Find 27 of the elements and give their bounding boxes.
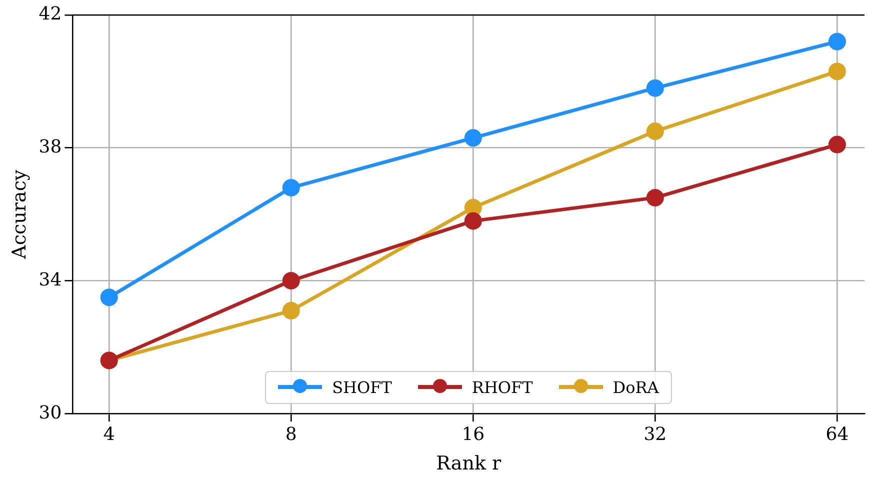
legend-label: RHOFT	[472, 378, 533, 397]
x-axis-title: Rank r	[436, 452, 502, 475]
point	[646, 188, 664, 206]
point	[282, 178, 300, 196]
y-tick-label: 30	[38, 402, 62, 424]
point	[828, 32, 846, 50]
legend-label: SHOFT	[332, 378, 392, 397]
point	[282, 272, 300, 290]
x-tick-label: 4	[103, 424, 115, 446]
x-tick-label: 64	[826, 424, 849, 446]
y-axis-title: Accuracy	[8, 170, 30, 260]
x-tick-label: 8	[285, 424, 297, 446]
point	[464, 198, 482, 216]
point	[646, 79, 664, 97]
point	[646, 122, 664, 140]
x-tick-label: 32	[644, 424, 667, 446]
y-tick-label: 34	[38, 269, 62, 290]
legend-label: DoRA	[612, 378, 659, 397]
y-tick-label: 38	[38, 136, 62, 158]
point	[464, 212, 482, 230]
point	[464, 129, 482, 147]
x-tick-label: 16	[462, 424, 485, 446]
point	[828, 62, 846, 80]
y-tick-label: 42	[38, 4, 62, 25]
point	[282, 302, 300, 320]
point	[100, 288, 118, 306]
point	[828, 136, 846, 154]
